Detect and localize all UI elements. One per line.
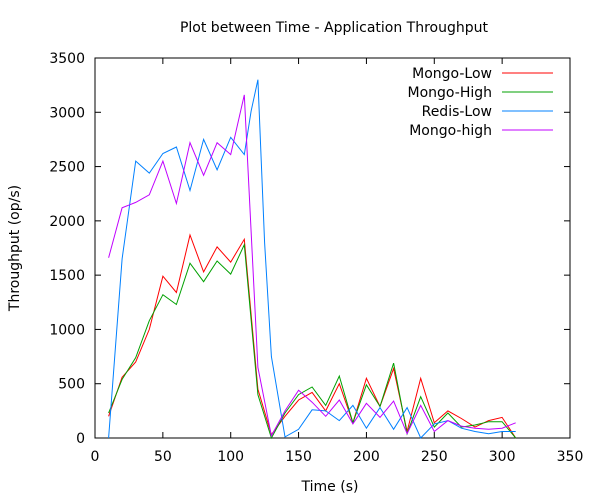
- x-tick-label: 150: [285, 449, 312, 465]
- legend-label-redis-low: Redis-Low: [422, 104, 492, 120]
- chart-title: Plot between Time - Application Throughp…: [180, 20, 489, 36]
- x-axis-label: Time (s): [301, 479, 359, 495]
- legend-label-mongo-high: Mongo-High: [408, 85, 492, 101]
- x-axis: 0 50 100 150 200 250 300 350: [91, 58, 584, 465]
- y-tick-label: 500: [58, 377, 85, 393]
- series-line-mongo-low: [108, 233, 517, 439]
- y-tick-label: 2000: [49, 214, 85, 230]
- y-tick-label: 1000: [49, 322, 85, 338]
- y-tick-label: 1500: [49, 268, 85, 284]
- x-tick-label: 50: [154, 449, 172, 465]
- legend-label-mongo-high: Mongo-high: [409, 123, 492, 139]
- x-tick-label: 0: [91, 449, 100, 465]
- series-layer: [108, 79, 517, 440]
- x-tick-label: 350: [557, 449, 584, 465]
- y-tick-label: 0: [76, 431, 85, 447]
- x-tick-label: 300: [489, 449, 516, 465]
- x-tick-label: 250: [421, 449, 448, 465]
- y-tick-label: 3500: [49, 51, 85, 67]
- y-tick-label: 2500: [49, 160, 85, 176]
- legend: Mongo-Low Mongo-High Redis-Low Mongo-high: [408, 66, 553, 139]
- plot-frame: [94, 57, 571, 439]
- y-axis: 0 500 1000 1500 2000 2500 3000 3500: [49, 51, 570, 447]
- y-tick-label: 3000: [49, 105, 85, 121]
- x-tick-label: 100: [217, 449, 244, 465]
- series-line-mongo-high: [108, 242, 517, 440]
- x-tick-label: 200: [353, 449, 380, 465]
- legend-label-mongo-low: Mongo-Low: [412, 66, 492, 82]
- series-line-redis-low: [108, 79, 516, 439]
- y-axis-label: Throughput (op/s): [7, 185, 23, 312]
- series-line-mongo-high: [108, 94, 516, 438]
